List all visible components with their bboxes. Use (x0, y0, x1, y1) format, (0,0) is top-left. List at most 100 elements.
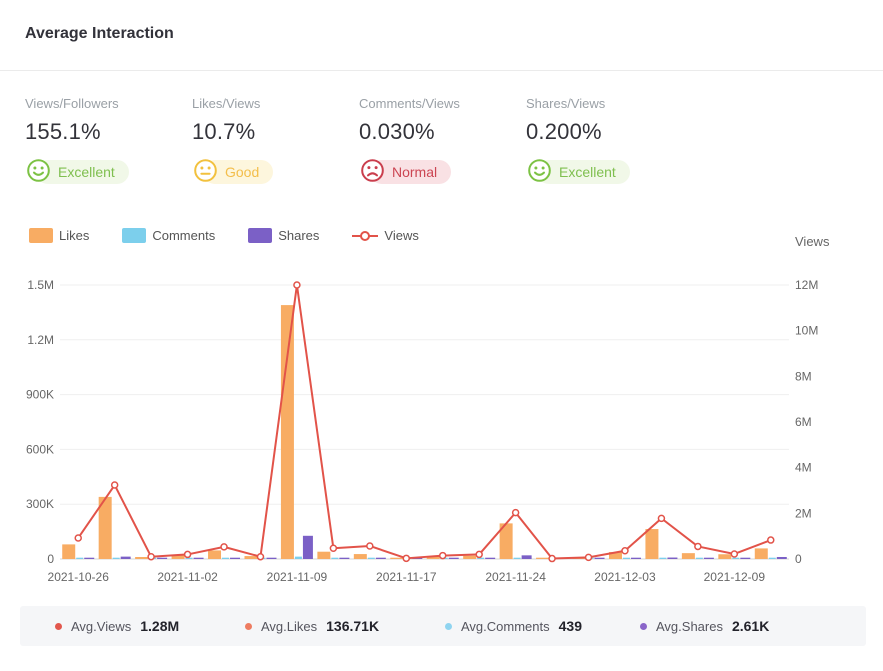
smiley-happy-icon (528, 159, 551, 182)
svg-text:1.2M: 1.2M (27, 333, 54, 347)
svg-text:1.5M: 1.5M (27, 278, 54, 292)
shares-dot-icon (640, 622, 647, 630)
likes-bars (62, 305, 768, 559)
axis-labels: 0 300K 600K 900K 1.2M 1.5M 0 2M 4M 6M 8M 10M 12M 2021… (26, 278, 818, 584)
svg-text:4M: 4M (795, 461, 812, 475)
rating-badge: Excellent (25, 157, 175, 184)
svg-text:2021-11-09: 2021-11-09 (267, 570, 328, 584)
views-point (110, 481, 119, 489)
legend-label: Likes (59, 228, 90, 243)
rating-text: Excellent (36, 160, 129, 184)
comments-dot-icon (445, 622, 452, 630)
gridlines (60, 284, 789, 560)
legend-item-likes[interactable]: Likes (29, 228, 89, 243)
metric-label: Comments/Views (359, 96, 460, 111)
svg-text:900K: 900K (26, 388, 54, 402)
metric-likes-views: Likes/Views 10.7% Good (192, 96, 357, 184)
views-point (220, 543, 228, 551)
svg-text:2021-12-09: 2021-12-09 (704, 570, 766, 584)
svg-text:2021-11-24: 2021-11-24 (485, 570, 546, 584)
metric-views-followers: Views/Followers 155.1% Excellent (25, 96, 190, 184)
views-point (402, 554, 411, 563)
views-point (183, 550, 192, 559)
avg-shares-item: Avg.Shares 2.61K (640, 606, 769, 646)
svg-text:600K: 600K (26, 442, 54, 456)
views-point (621, 547, 629, 555)
svg-text:0: 0 (47, 552, 54, 566)
views-line-symbol-icon (352, 230, 379, 241)
likes-swatch-icon (29, 228, 53, 243)
avg-label: Avg.Views (71, 618, 132, 634)
rating-badge: Normal (359, 157, 509, 184)
views-point (329, 544, 338, 553)
views-point (475, 550, 483, 559)
metric-value: 0.200% (526, 119, 602, 144)
metric-label: Likes/Views (192, 96, 261, 111)
legend-label: Shares (278, 228, 320, 243)
svg-text:2021-10-26: 2021-10-26 (48, 570, 110, 584)
smiley-happy-icon (27, 159, 50, 182)
views-point (730, 550, 739, 558)
chart-canvas: 0 300K 600K 900K 1.2M 1.5M 0 2M 4M 6M 8M 10M 12M 2021… (26, 278, 818, 584)
avg-label: Avg.Likes (261, 618, 318, 634)
views-point (438, 551, 447, 560)
views-dot-icon (55, 622, 62, 630)
rating-badge: Good (192, 157, 342, 184)
averages-footer: Avg.Views 1.28M Avg.Likes 136.71K Avg.Co… (20, 606, 866, 646)
panel-title: Average Interaction (25, 25, 174, 42)
avg-value: 1.28M (140, 618, 180, 634)
shares-swatch-icon (248, 228, 273, 243)
metric-value: 10.7% (192, 119, 256, 144)
header-divider (0, 70, 883, 71)
smiley-neutral-icon (194, 159, 217, 182)
avg-label: Avg.Shares (656, 618, 723, 634)
views-point (293, 281, 301, 289)
metric-label: Views/Followers (25, 96, 119, 111)
svg-text:10M: 10M (795, 324, 818, 338)
svg-text:2021-12-03: 2021-12-03 (594, 570, 656, 584)
views-line (74, 281, 775, 563)
smiley-sad-icon (361, 159, 384, 182)
views-point (74, 534, 82, 542)
svg-text:2021-11-02: 2021-11-02 (157, 570, 218, 584)
views-point (694, 542, 702, 551)
metric-comments-views: Comments/Views 0.030% Normal (359, 96, 524, 184)
right-axis-title: Views (795, 234, 830, 249)
chart-legend: Likes Comments Shares Views (29, 228, 419, 243)
avg-views-item: Avg.Views 1.28M (55, 606, 179, 646)
avg-value: 2.61K (731, 618, 770, 634)
views-point (256, 552, 265, 561)
comments-swatch-icon (122, 228, 147, 243)
views-point (584, 553, 593, 562)
metric-shares-views: Shares/Views 0.200% Excellent (526, 96, 691, 184)
metric-value: 0.030% (359, 119, 435, 144)
metric-label: Shares/Views (526, 96, 606, 111)
avg-value: 136.71K (326, 618, 380, 634)
legend-label: Views (384, 228, 419, 243)
views-point (767, 536, 775, 544)
svg-text:12M: 12M (795, 278, 818, 292)
interaction-chart: 0 300K 600K 900K 1.2M 1.5M 0 2M 4M 6M 8M 10M 12M 2021… (0, 270, 883, 590)
legend-item-views[interactable]: Views (352, 228, 419, 243)
svg-text:2021-11-17: 2021-11-17 (376, 570, 437, 584)
metric-value: 155.1% (25, 119, 101, 144)
rating-badge: Excellent (526, 157, 676, 184)
avg-comments-item: Avg.Comments 439 (445, 606, 582, 646)
views-point (548, 554, 556, 563)
legend-label: Comments (152, 228, 216, 243)
avg-likes-item: Avg.Likes 136.71K (245, 606, 379, 646)
views-point (657, 514, 666, 523)
rating-text: Excellent (537, 160, 630, 184)
avg-value: 439 (558, 618, 582, 634)
svg-text:6M: 6M (795, 415, 812, 429)
legend-item-comments[interactable]: Comments (122, 228, 215, 243)
svg-text:2M: 2M (795, 506, 812, 520)
svg-text:300K: 300K (26, 497, 54, 511)
views-point (511, 508, 520, 517)
svg-text:0: 0 (795, 552, 802, 566)
views-point (147, 552, 155, 561)
legend-item-shares[interactable]: Shares (248, 228, 319, 243)
avg-label: Avg.Comments (461, 618, 550, 634)
rating-text: Normal (370, 160, 452, 184)
